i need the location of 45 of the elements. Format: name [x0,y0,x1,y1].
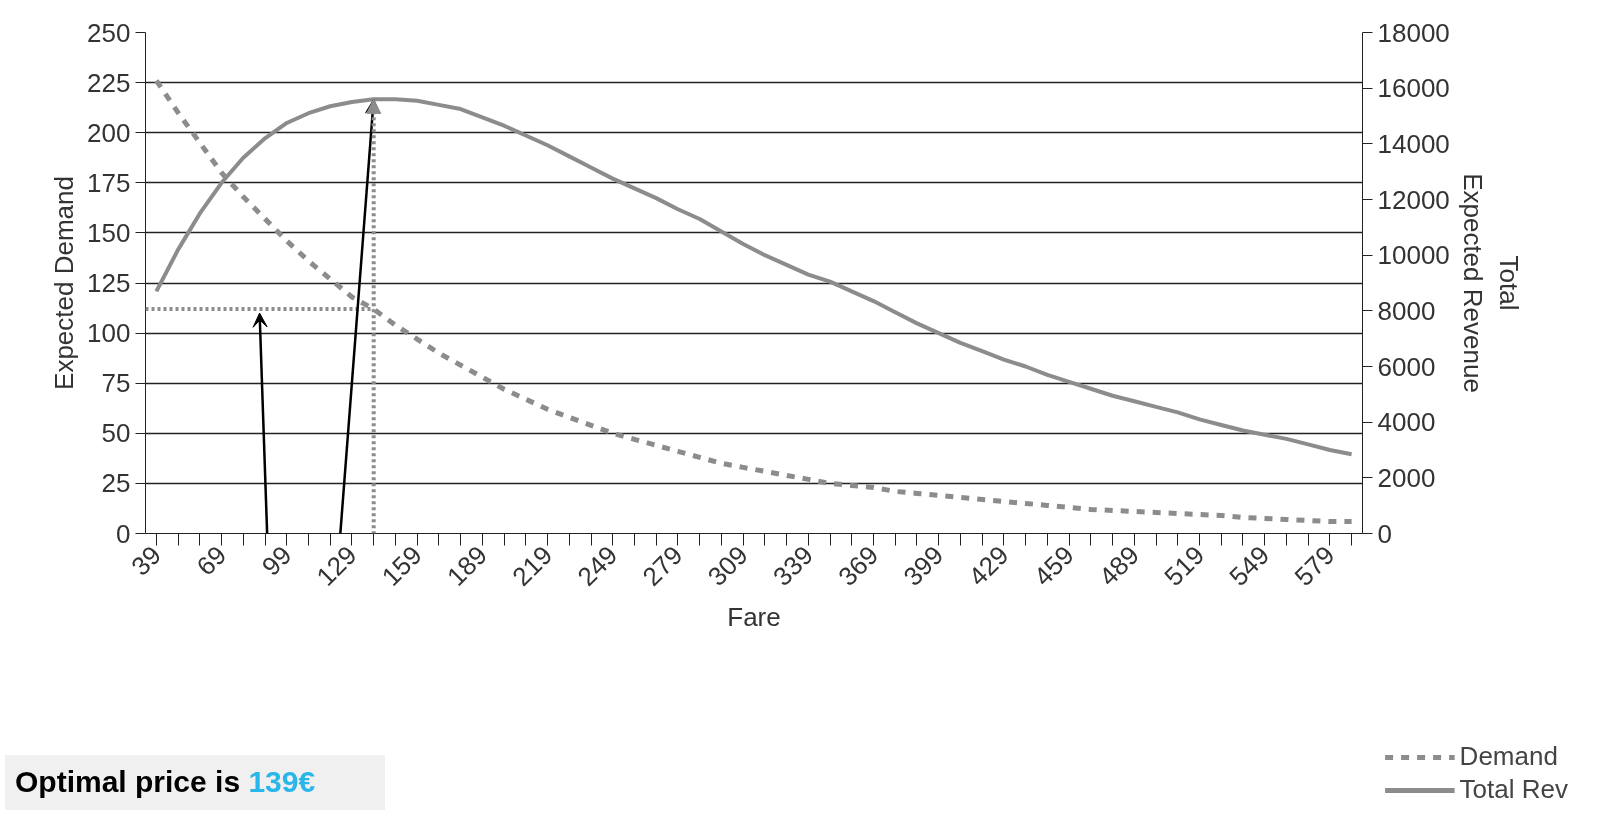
x-tick-label: 159 [375,539,428,592]
y2-tick-label: 0 [1377,518,1392,549]
y-tick-label: 0 [116,518,131,549]
x-tick-label: 339 [767,539,819,592]
y-tick-label: 175 [87,167,131,198]
x-tick-label: 399 [897,539,950,592]
y-tick-label: 250 [87,17,131,48]
x-tick-label: 369 [832,539,885,592]
x-tick-label: 429 [962,539,1015,592]
y-tick-label: 75 [101,368,131,399]
y-tick-label: 50 [101,418,131,449]
legend-label: Total Rev [1459,774,1568,805]
y-tick-label: 25 [101,468,131,499]
x-tick-label: 219 [506,539,559,592]
x-tick-label: 579 [1288,539,1341,592]
x-tick-label: 249 [571,539,624,592]
y2-tick-label: 18000 [1377,17,1450,48]
y2-tick-label: 12000 [1377,184,1450,215]
text: Optimal price is 139€ [5,755,386,810]
x-tick-label: 309 [701,539,754,592]
x-tick-label: 459 [1027,539,1080,592]
y2-axis-title: Total Expected Revenue [1457,173,1524,393]
x-axis-title: Fare [727,601,781,632]
y-tick-label: 225 [87,67,131,98]
x-tick-label: 519 [1158,539,1211,592]
y2-tick-label: 2000 [1377,462,1436,493]
y-tick-label: 150 [87,217,131,248]
x-tick-label: 489 [1093,539,1145,592]
legend-label: Demand [1459,741,1558,772]
x-tick-label: 129 [310,539,363,592]
y2-tick-label: 6000 [1377,351,1436,382]
y-axis-title: Expected Demand [49,176,80,390]
y2-tick-label: 8000 [1377,295,1436,326]
x-tick-label: 99 [255,539,298,582]
x-tick-label: 279 [636,539,689,592]
x-tick-label: 69 [190,539,233,582]
y-tick-label: 200 [87,117,131,148]
x-tick-label: 549 [1223,539,1276,592]
x-tick-label: 189 [441,539,493,592]
y2-tick-label: 14000 [1377,128,1450,159]
y-tick-label: 125 [87,268,131,298]
y2-tick-label: 4000 [1377,407,1436,438]
y2-tick-label: 10000 [1377,240,1450,271]
y2-tick-label: 16000 [1377,73,1450,104]
y-tick-label: 100 [87,318,131,349]
